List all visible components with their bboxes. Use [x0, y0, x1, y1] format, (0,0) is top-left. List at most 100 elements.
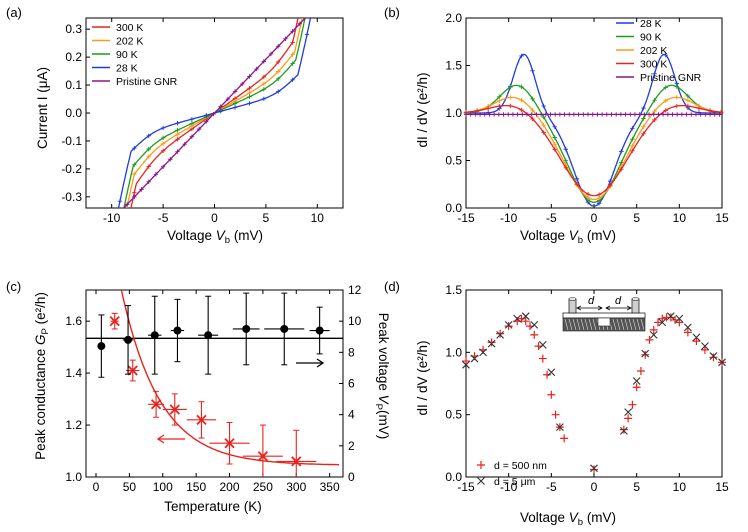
panel-a-marker [232, 89, 238, 94]
panel-d-point-500nm [543, 370, 552, 379]
panel-b-ytick-label: 0.5 [445, 154, 462, 168]
panel-b-marker [529, 112, 534, 117]
panel-b-legend-label: 28 K [640, 18, 662, 30]
panel-b-marker [519, 98, 524, 103]
panel-b-marker [679, 112, 685, 117]
panel-b-marker [552, 112, 558, 117]
panel-a-xtick-label: -5 [158, 211, 169, 225]
panel-a-marker [118, 240, 122, 244]
panel-b-marker [599, 112, 605, 117]
panel-c-black-point [242, 324, 251, 333]
panel-b-marker [524, 112, 530, 117]
panel-a-marker [89, 395, 93, 399]
panel-a-ytick-label: 0.0 [65, 106, 82, 120]
panel-b-marker [552, 124, 557, 130]
panel-b-marker [712, 112, 717, 117]
panel-a-series-pristine-gnr [122, 18, 307, 208]
panel-d-xtick-label: 15 [715, 480, 729, 494]
panel-b-marker [574, 176, 580, 182]
panel-d-point-500nm [487, 338, 496, 347]
panel-a-marker [290, 29, 295, 34]
panel-d-point-5um [658, 318, 667, 327]
panel-b-marker [642, 112, 647, 117]
panel-b-legend-label: 300 K [640, 59, 667, 71]
panel-a-marker [290, 52, 295, 57]
panel-b-marker [508, 95, 513, 100]
panel-d-ytick-label: 1.0 [445, 345, 462, 359]
panel-c-label: (c) [6, 279, 21, 294]
panel-a-legend-label: 90 K [116, 49, 138, 61]
panel-b: (b) dI / dV (e²/h) Voltage Vb (mV) -15 -1… [384, 5, 729, 246]
panel-a-series-group [89, 18, 312, 399]
panel-d-point-500nm [649, 325, 658, 334]
panel-b-marker [630, 126, 635, 131]
panel-d-inset-hatch [620, 318, 625, 331]
panel-c-arrow-left [156, 434, 185, 444]
panel-b-marker [541, 130, 546, 135]
panel-c-ytick-label: 1.2 [65, 418, 82, 432]
panel-c-xtick-label: 250 [253, 480, 273, 494]
panel-a-marker [132, 162, 137, 167]
inset-d-label-left: d [588, 295, 595, 307]
panel-c-ytick-right-label: 0 [348, 470, 355, 484]
panel-a-marker [268, 51, 274, 57]
panel-b-xtick-label: -10 [500, 211, 518, 225]
panel-a-marker [290, 40, 295, 45]
panel-b-marker [563, 147, 569, 152]
panel-c-ytick-right-label: 2 [348, 439, 355, 453]
panel-b-marker [497, 103, 502, 109]
panel-c-xlabel: Temperature (K) [164, 499, 262, 514]
panel-d-point-5um [590, 464, 598, 473]
panel-b-marker [628, 112, 633, 117]
panel-b-label: (b) [384, 5, 400, 20]
panel-b-marker [604, 112, 609, 117]
panel-d-point-5um [504, 321, 513, 329]
panel-b-ytick-label: 2.0 [445, 11, 462, 25]
panel-d-point-5um [470, 354, 479, 363]
panel-b-marker [675, 112, 680, 117]
panel-b-marker [641, 105, 646, 111]
panel-d-inset-contact-right [631, 298, 640, 314]
panel-d-xtick-label: 5 [633, 480, 640, 494]
panel-d-inset-hatch [576, 318, 581, 331]
panel-b-marker [468, 112, 473, 117]
panel-c-ytick-label: 1.6 [65, 314, 82, 328]
panel-a-marker [261, 81, 267, 87]
panel-d-xtick-label: -10 [500, 480, 518, 494]
panel-b-xtick-label: -5 [546, 211, 557, 225]
panel-d-point-5um [538, 340, 547, 349]
panel-d-legend-label-500nm: d = 500 nm [494, 460, 547, 472]
panel-b-ytick-label: 1.0 [445, 106, 462, 120]
panel-d-inset-ribbon [562, 312, 646, 319]
panel-b-xtick-label: 10 [673, 211, 687, 225]
panel-b-marker [482, 112, 487, 117]
panel-a-marker [118, 261, 122, 265]
panel-a-marker [261, 59, 267, 64]
panel-a-marker [297, 21, 303, 26]
panel-b-marker [674, 84, 679, 89]
panel-b-legend-label: Pristine GNR [640, 72, 702, 84]
panel-b-marker [674, 95, 679, 100]
panel-d-point-5um [649, 330, 658, 339]
panel-d-point-500nm [641, 350, 650, 359]
panel-b-marker [510, 112, 516, 117]
panel-d-point-5um [487, 339, 496, 348]
panel-a-marker [283, 36, 288, 41]
panel-a-marker [153, 172, 159, 177]
panel-a-marker [118, 225, 122, 229]
panel-d-inset-arrow-right [605, 305, 632, 311]
panel-b-marker [508, 103, 513, 109]
panel-a-marker [189, 134, 195, 139]
panel-d-point-5um [709, 352, 718, 360]
panel-b-marker [520, 112, 525, 117]
panel-d-point-500nm [619, 425, 628, 434]
panel-d-point-5um [530, 321, 539, 329]
panel-d-ytick-label: 0.0 [445, 470, 462, 484]
panel-a-marker [89, 240, 93, 244]
panel-d-inset-hatch [632, 318, 637, 331]
panel-d-point-5um [547, 368, 556, 377]
panel-a-marker [139, 187, 144, 192]
panel-a-marker [124, 202, 130, 207]
panel-b-marker [485, 106, 491, 111]
panel-c-arrow-right [296, 358, 325, 368]
